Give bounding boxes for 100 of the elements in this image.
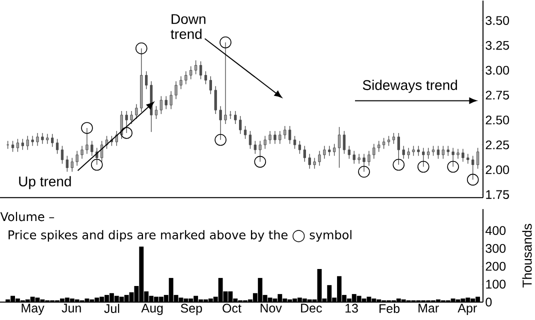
candlestick [476, 148, 480, 170]
annotation: Up trend [19, 176, 71, 190]
y-tick-label: 2.00 [486, 165, 510, 174]
candlestick [160, 96, 163, 114]
candlestick [288, 126, 292, 144]
candlestick [387, 136, 390, 146]
candlestick [472, 155, 474, 180]
candlestick [462, 148, 464, 162]
candlestick [318, 150, 321, 166]
candlestick [190, 66, 192, 80]
candlestick [224, 42, 227, 124]
x-tick-label: Apr [458, 304, 477, 315]
y-tick-label: 2.75 [486, 90, 510, 100]
candlestick [293, 136, 296, 150]
x-tick-label: Mar [418, 304, 439, 313]
y-tick-label: 2.25 [486, 140, 510, 150]
candlestick [308, 153, 311, 170]
candlestick [332, 144, 336, 156]
point [447, 160, 459, 173]
candlestick [274, 130, 276, 144]
candlestick [328, 146, 331, 156]
x-tick-label: Nov [260, 304, 282, 313]
candlestick [135, 104, 138, 120]
candlestick [234, 110, 237, 124]
candlestick [426, 148, 430, 160]
candlestick [180, 76, 182, 90]
candlestick [194, 60, 198, 75]
x-tick-label: Jun [62, 304, 81, 313]
y-axis-title: Thousands [522, 224, 532, 288]
point [358, 166, 370, 178]
candlestick [238, 116, 242, 134]
candlestick [31, 136, 34, 146]
candlestick [432, 146, 435, 156]
candlestick [86, 128, 88, 154]
x-tick-label: Sep [180, 304, 202, 316]
candlestick [204, 70, 208, 85]
candlestick [248, 130, 252, 150]
x-tick-label: Feb [380, 304, 400, 313]
candlestick [338, 126, 341, 168]
annotation: Volume – [0, 212, 54, 222]
point [120, 127, 132, 139]
candlestick [209, 76, 212, 94]
candlestick [125, 110, 128, 134]
x-tick-label: Dec [301, 304, 322, 313]
candlestick [70, 157, 74, 172]
candlestick [199, 60, 202, 80]
x-tick-label: May [22, 304, 44, 315]
candlestick [284, 126, 286, 140]
candlestick [76, 150, 78, 166]
candlestick [407, 148, 410, 160]
candlestick [26, 136, 29, 150]
point [220, 36, 232, 48]
candlestick [164, 96, 168, 110]
candlestick [120, 110, 123, 140]
candlestick [342, 130, 346, 154]
point [392, 158, 405, 171]
annotation: Sideways trend [362, 80, 457, 93]
candlestick [456, 148, 460, 160]
candlestick [303, 146, 306, 162]
candlestick [115, 130, 118, 146]
candlestick [446, 146, 450, 156]
candlestick [412, 146, 415, 156]
candlestick [80, 146, 84, 160]
candlestick [368, 150, 370, 166]
candlestick [358, 153, 360, 164]
point [90, 158, 103, 171]
candlestick [254, 140, 257, 154]
candlestick [378, 140, 380, 152]
candlestick [382, 138, 386, 150]
candlestick [436, 146, 440, 160]
annotation: Price spikes and dips are marked above by the ◯ symbol [8, 230, 352, 242]
candlestick [298, 140, 302, 154]
point [417, 160, 430, 173]
x-tick-label: Oct [222, 304, 242, 313]
x-tick-label: Jul [104, 304, 120, 313]
candlestick [170, 90, 172, 110]
candlestick [362, 153, 366, 172]
y-tick-label: 1.75 [486, 190, 510, 199]
y-tick-label: 0 [486, 298, 492, 307]
candlestick [348, 146, 351, 160]
candlestick [397, 132, 400, 166]
candlestick [466, 153, 470, 164]
candlestick [174, 80, 178, 100]
annotation: Down trend [170, 14, 206, 40]
candlestick [60, 146, 64, 164]
candlestick [130, 110, 133, 124]
candlestick [154, 106, 158, 120]
candlestick [51, 134, 54, 148]
candlestick [278, 130, 282, 144]
point [254, 156, 266, 168]
candlestick [323, 146, 326, 160]
candlestick [46, 134, 49, 144]
candlestick [56, 138, 59, 154]
candlestick [21, 138, 24, 150]
point [214, 134, 226, 146]
candlestick [268, 130, 272, 144]
y-tick-label: 2.50 [486, 116, 510, 124]
candlestick [16, 138, 20, 152]
candlestick [442, 146, 444, 160]
y-tick-label: 3.50 [486, 16, 510, 25]
